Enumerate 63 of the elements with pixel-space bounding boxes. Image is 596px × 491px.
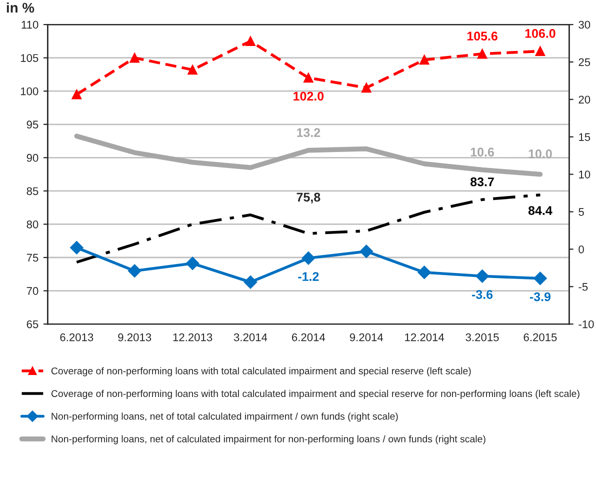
chart-title: in % bbox=[6, 2, 34, 13]
x-tick-label: 6.2014 bbox=[292, 333, 326, 342]
y2-tick-label: -10 bbox=[578, 320, 594, 328]
y-tick-label: 75 bbox=[26, 254, 38, 262]
y-tick-label: 85 bbox=[26, 187, 38, 196]
x-tick-label: 3.2014 bbox=[234, 333, 268, 342]
y-tick-label: 70 bbox=[26, 287, 38, 295]
point bbox=[360, 244, 373, 258]
y-tick-label: 65 bbox=[26, 320, 38, 328]
point bbox=[304, 72, 314, 83]
y2-tick-label: 0 bbox=[578, 245, 584, 254]
y-tick-label: 105 bbox=[20, 54, 38, 62]
point bbox=[72, 90, 82, 100]
point bbox=[419, 54, 430, 65]
x-tick-label: 9.2013 bbox=[118, 333, 152, 342]
legend-label: Non-performing loans, net of total calculated impairment / own funds (right scale) bbox=[52, 412, 398, 422]
y-tick-label: 110 bbox=[22, 20, 38, 29]
point bbox=[188, 64, 198, 75]
point bbox=[186, 256, 200, 270]
y2-tick-label: 20 bbox=[578, 96, 590, 104]
x-tick-label: 9.2014 bbox=[350, 333, 384, 342]
data-label: 10.0 bbox=[528, 149, 552, 158]
data-label: 83.7 bbox=[470, 177, 494, 186]
y2-tick-label: 5 bbox=[578, 208, 584, 216]
point bbox=[476, 270, 489, 283]
y-tick-label: 90 bbox=[26, 154, 38, 162]
point bbox=[130, 52, 140, 63]
point bbox=[477, 48, 488, 59]
y2-tick-label: 30 bbox=[578, 20, 590, 29]
point bbox=[246, 36, 256, 46]
x-tick-label: 6.2013 bbox=[60, 333, 94, 342]
point bbox=[418, 266, 431, 279]
data-label: -3.9 bbox=[530, 292, 551, 302]
point bbox=[535, 46, 546, 56]
legend-label: Coverage of non-performing loans with total calculated impairment and special reserve for non-performing loans (left scale) bbox=[51, 390, 580, 399]
annotation: 75,8 bbox=[296, 192, 320, 204]
x-tick-label: 12.2013 bbox=[173, 333, 212, 342]
data-label: -1.2 bbox=[298, 272, 319, 281]
y-tick-label: 95 bbox=[26, 120, 38, 129]
x-tick-label: 6.2015 bbox=[524, 333, 557, 342]
data-label: 106.0 bbox=[525, 29, 556, 38]
legend-label: Non-performing loans, net of calculated impairment for non-performing loans / own funds (right scale) bbox=[52, 435, 486, 444]
point bbox=[244, 276, 258, 289]
point bbox=[362, 82, 372, 93]
y2-tick-label: 10 bbox=[579, 170, 590, 178]
x-tick-label: 3.2015 bbox=[466, 333, 499, 342]
data-label: -3.6 bbox=[472, 290, 493, 299]
x-tick-label: 12.2014 bbox=[405, 333, 444, 342]
data-label: 10.6 bbox=[470, 148, 494, 156]
data-label: 13.2 bbox=[297, 128, 320, 138]
y-tick-label: 100 bbox=[20, 87, 38, 96]
y2-tick-label: 25 bbox=[578, 58, 590, 66]
data-label: 102.0 bbox=[294, 92, 324, 101]
legend-label: Coverage of non-performing loans with total calculated impairment and special reserve (left scale) bbox=[51, 367, 471, 376]
y-tick-label: 80 bbox=[26, 220, 38, 228]
point bbox=[302, 252, 316, 265]
y2-tick-label: -5 bbox=[578, 283, 588, 291]
point bbox=[534, 272, 547, 285]
data-label: 84.4 bbox=[528, 206, 552, 215]
y2-tick-label: 15 bbox=[579, 133, 590, 141]
point bbox=[128, 264, 142, 278]
point bbox=[70, 241, 84, 254]
data-label: 105.6 bbox=[467, 32, 498, 41]
